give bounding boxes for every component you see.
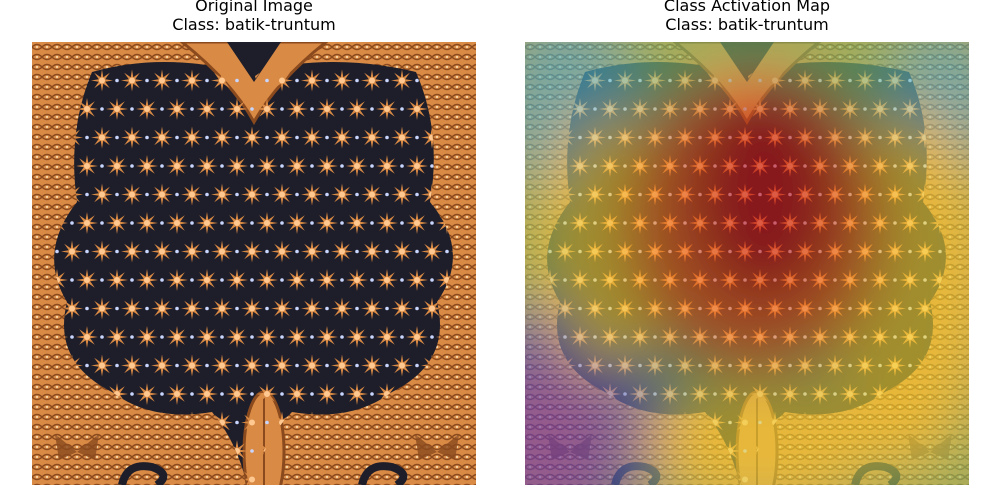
- class-activation-map-image: [525, 42, 969, 485]
- original-image-title: Original Image Class: batik-truntum: [32, 0, 476, 34]
- batik-truntum-photo: [32, 42, 476, 485]
- original-image-panel: Original Image Class: batik-truntum: [32, 0, 476, 500]
- cam-title-line1: Class Activation Map: [663, 0, 831, 15]
- original-image-title-line1: Original Image: [195, 0, 313, 15]
- original-image-class-label: Class: batik-truntum: [172, 15, 336, 34]
- cam-panel: Class Activation Map Class: batik-truntu…: [525, 0, 969, 500]
- cam-class-label: Class: batik-truntum: [665, 15, 829, 34]
- cam-heatmap-overlay: [525, 42, 969, 485]
- original-batik-image: [32, 42, 476, 485]
- cam-title: Class Activation Map Class: batik-truntu…: [525, 0, 969, 34]
